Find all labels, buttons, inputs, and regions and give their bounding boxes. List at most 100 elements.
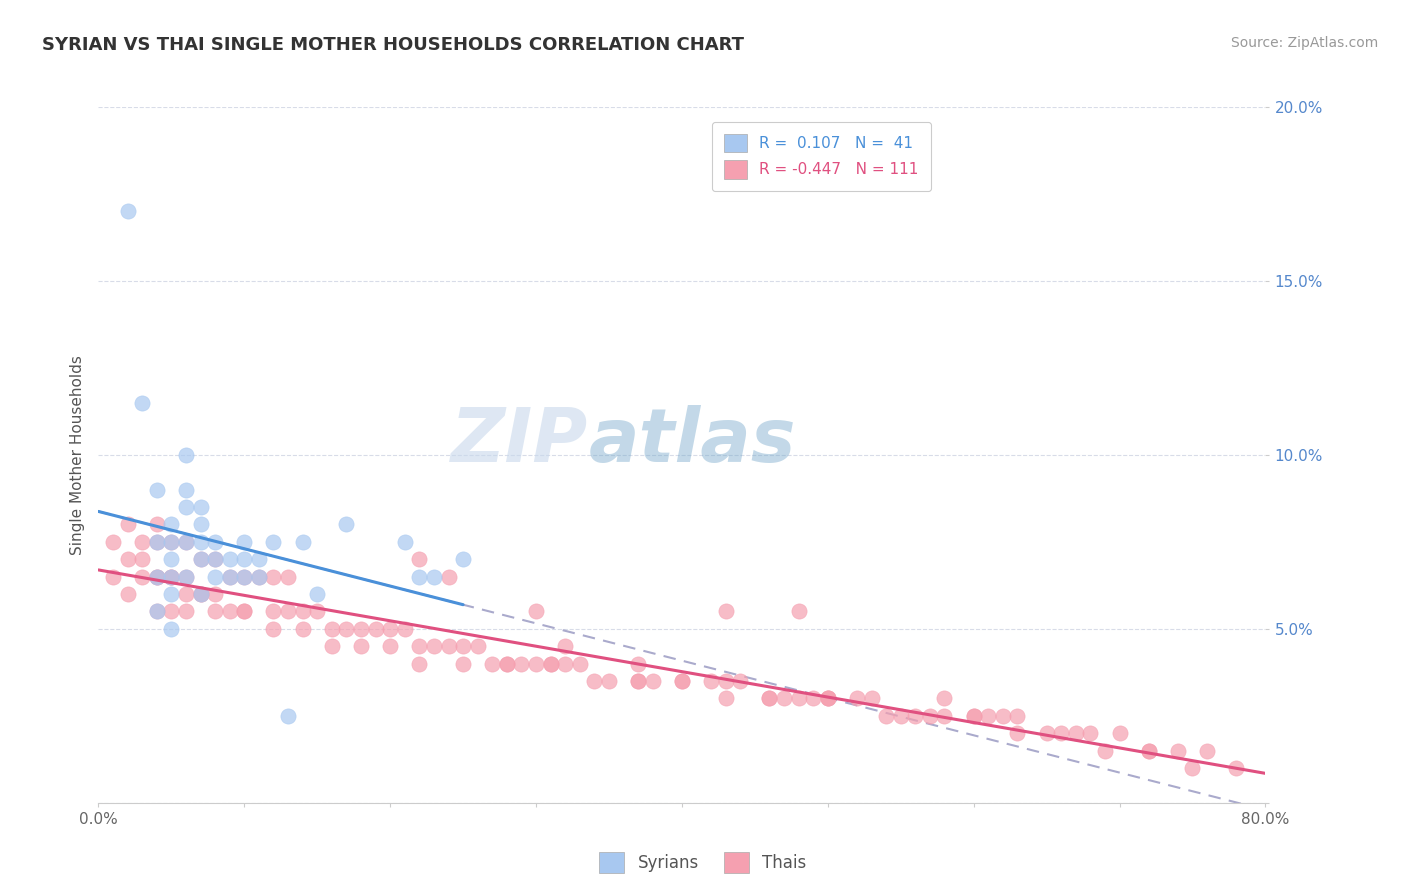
- Point: [233, 605, 256, 619]
- Point: [408, 552, 430, 566]
- Point: [1094, 744, 1116, 758]
- Point: [233, 552, 256, 566]
- Point: [146, 570, 169, 584]
- Text: SYRIAN VS THAI SINGLE MOTHER HOUSEHOLDS CORRELATION CHART: SYRIAN VS THAI SINGLE MOTHER HOUSEHOLDS …: [42, 36, 744, 54]
- Point: [146, 534, 169, 549]
- Point: [467, 639, 489, 653]
- Point: [204, 534, 226, 549]
- Point: [1108, 726, 1130, 740]
- Point: [1195, 744, 1218, 758]
- Point: [160, 570, 183, 584]
- Legend: R =  0.107   N =  41, R = -0.447   N = 111: R = 0.107 N = 41, R = -0.447 N = 111: [711, 121, 931, 191]
- Point: [627, 657, 650, 671]
- Point: [160, 570, 183, 584]
- Point: [307, 605, 329, 619]
- Point: [714, 605, 737, 619]
- Point: [247, 570, 270, 584]
- Point: [817, 691, 839, 706]
- Point: [204, 552, 226, 566]
- Point: [146, 483, 169, 497]
- Point: [174, 605, 197, 619]
- Point: [160, 570, 183, 584]
- Point: [262, 534, 284, 549]
- Point: [190, 587, 212, 601]
- Point: [451, 639, 474, 653]
- Point: [1225, 761, 1247, 775]
- Point: [174, 534, 197, 549]
- Point: [423, 570, 446, 584]
- Point: [160, 622, 183, 636]
- Point: [131, 570, 153, 584]
- Point: [101, 534, 124, 549]
- Point: [437, 639, 460, 653]
- Point: [568, 657, 591, 671]
- Point: [335, 622, 357, 636]
- Point: [277, 570, 299, 584]
- Point: [321, 622, 343, 636]
- Point: [1167, 744, 1189, 758]
- Point: [160, 517, 183, 532]
- Point: [1050, 726, 1073, 740]
- Point: [146, 605, 169, 619]
- Point: [758, 691, 780, 706]
- Point: [160, 587, 183, 601]
- Point: [101, 570, 124, 584]
- Point: [117, 552, 139, 566]
- Point: [394, 622, 416, 636]
- Point: [262, 605, 284, 619]
- Point: [890, 708, 912, 723]
- Point: [218, 552, 240, 566]
- Point: [160, 534, 183, 549]
- Point: [904, 708, 927, 723]
- Point: [934, 708, 956, 723]
- Point: [817, 691, 839, 706]
- Point: [291, 534, 314, 549]
- Point: [190, 587, 212, 601]
- Point: [394, 534, 416, 549]
- Point: [641, 674, 664, 689]
- Point: [554, 639, 576, 653]
- Point: [174, 483, 197, 497]
- Point: [291, 605, 314, 619]
- Point: [540, 657, 562, 671]
- Point: [233, 570, 256, 584]
- Point: [204, 587, 226, 601]
- Point: [540, 657, 562, 671]
- Point: [627, 674, 650, 689]
- Point: [247, 552, 270, 566]
- Point: [146, 570, 169, 584]
- Point: [554, 657, 576, 671]
- Point: [350, 639, 373, 653]
- Point: [408, 639, 430, 653]
- Point: [131, 396, 153, 410]
- Point: [524, 657, 547, 671]
- Point: [1007, 726, 1029, 740]
- Point: [378, 639, 402, 653]
- Point: [773, 691, 796, 706]
- Point: [481, 657, 503, 671]
- Point: [787, 605, 810, 619]
- Point: [204, 605, 226, 619]
- Point: [233, 570, 256, 584]
- Point: [117, 204, 139, 219]
- Point: [190, 534, 212, 549]
- Point: [1035, 726, 1057, 740]
- Point: [918, 708, 941, 723]
- Point: [218, 570, 240, 584]
- Point: [307, 587, 329, 601]
- Point: [262, 570, 284, 584]
- Point: [437, 570, 460, 584]
- Point: [160, 534, 183, 549]
- Point: [204, 552, 226, 566]
- Point: [801, 691, 824, 706]
- Point: [860, 691, 883, 706]
- Point: [671, 674, 693, 689]
- Point: [845, 691, 868, 706]
- Point: [714, 674, 737, 689]
- Point: [190, 500, 212, 514]
- Point: [204, 570, 226, 584]
- Point: [1137, 744, 1160, 758]
- Point: [1064, 726, 1087, 740]
- Point: [146, 570, 169, 584]
- Point: [262, 622, 284, 636]
